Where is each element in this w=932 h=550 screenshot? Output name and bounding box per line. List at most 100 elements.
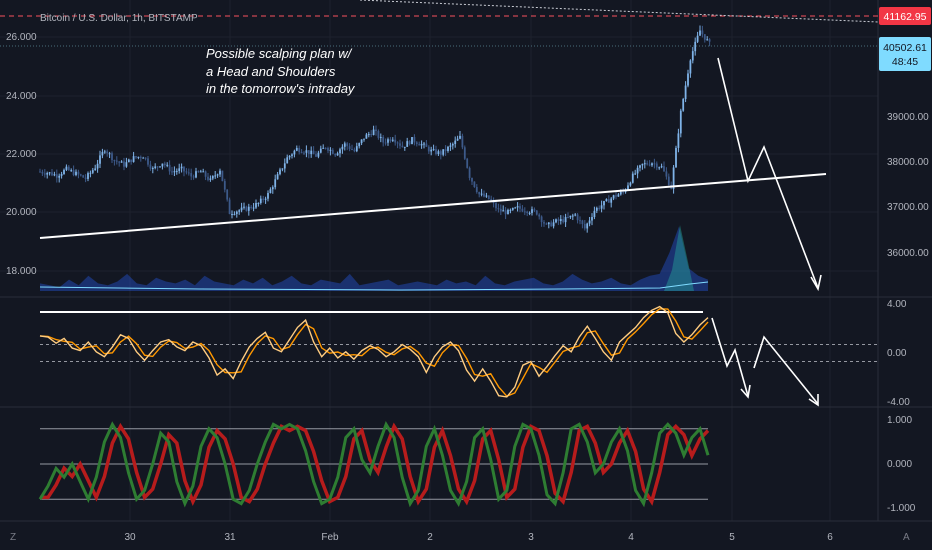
head-shoulders-projection[interactable] [717, 57, 822, 292]
candle-body [307, 150, 310, 155]
last-price-badge: 40502.61 48:45 [879, 37, 931, 71]
volume-area [40, 226, 708, 291]
candles-layer [39, 25, 711, 233]
candle-body [648, 164, 651, 166]
candle-body [293, 150, 296, 155]
candle-body [490, 198, 493, 201]
candle-body [418, 144, 421, 146]
candle-body [211, 176, 214, 179]
candle-body [46, 172, 49, 175]
candle-body [564, 217, 567, 223]
candle-body [507, 209, 509, 215]
candle-body [696, 35, 699, 42]
candle-body [103, 151, 106, 153]
time-tick: Feb [321, 532, 339, 543]
candle-body [111, 153, 113, 161]
support-trendline[interactable] [39, 173, 827, 239]
candle-body [545, 223, 548, 225]
annotation[interactable]: Possible scalping plan w/ a Head and Sho… [206, 46, 356, 96]
candle-body [543, 222, 545, 224]
right-axis-tick: 36000.00 [887, 248, 929, 259]
zoom-button[interactable]: Z [10, 532, 16, 543]
oscillator-projection[interactable] [711, 317, 819, 407]
candle-body [456, 138, 459, 141]
candle-body [504, 210, 507, 215]
candle-body [156, 166, 159, 168]
candle-body [511, 207, 514, 210]
high-price-badge: 41162.95 [879, 7, 931, 25]
candle-body [257, 202, 260, 204]
candle-body [82, 175, 85, 178]
stochastic-axis-ticks: 1.000 0.000 -1.000 [887, 415, 916, 514]
candle-body [533, 209, 536, 211]
left-axis-tick: 18.000 [6, 266, 37, 277]
candle-body [139, 156, 142, 158]
left-axis-ticks: 26.000 24.000 22.000 20.000 18.000 [6, 32, 37, 277]
time-tick: 2 [427, 532, 433, 543]
candle-body [375, 129, 377, 131]
candle-body [691, 51, 694, 61]
candle-body [243, 206, 245, 208]
left-axis-tick: 22.000 [6, 149, 37, 160]
candle-body [339, 149, 341, 154]
candle-body [96, 163, 99, 169]
candle-body [555, 219, 557, 223]
candle-body [264, 198, 267, 200]
auto-scale-button[interactable]: A [903, 532, 910, 543]
candle-body [72, 170, 75, 176]
time-axis-ticks: 30 31 Feb 2 3 4 5 6 [124, 532, 833, 543]
candle-body [675, 147, 677, 168]
candle-body [101, 152, 104, 156]
candle-body [319, 148, 322, 153]
candle-body [651, 163, 653, 166]
candle-body [190, 173, 193, 177]
candle-body [370, 134, 373, 136]
candle-body [435, 149, 437, 155]
candle-body [550, 222, 553, 227]
candle-body [499, 208, 502, 212]
candle-body [65, 166, 68, 170]
candle-body [269, 189, 272, 194]
candle-body [125, 162, 128, 167]
candle-body [55, 174, 58, 178]
candle-body [449, 145, 452, 147]
left-axis-tick: 26.000 [6, 32, 37, 43]
candle-body [154, 166, 157, 169]
candle-body [187, 172, 190, 174]
oscillator-signal-line [39, 308, 709, 398]
candle-body [487, 195, 490, 199]
volume-spike [664, 225, 694, 291]
candle-body [274, 179, 277, 188]
candle-body [406, 141, 409, 147]
oscillator-tick: 0.00 [887, 348, 907, 359]
candle-body [48, 172, 51, 174]
annotation-line-1: Possible scalping plan w/ [206, 46, 353, 61]
candle-body [447, 146, 449, 151]
candle-body [283, 163, 286, 169]
candle-body [365, 134, 368, 139]
candle-body [521, 208, 524, 212]
candle-body [317, 152, 320, 157]
candle-body [389, 139, 392, 141]
candle-body [672, 167, 675, 189]
candle-body [367, 134, 370, 136]
candle-body [147, 158, 149, 165]
candle-body [372, 129, 375, 135]
candle-body [617, 194, 620, 197]
candle-body [89, 172, 92, 174]
candle-body [67, 166, 70, 171]
candle-body [183, 166, 185, 172]
candle-body [411, 137, 413, 145]
candle-body [579, 220, 581, 222]
candle-body [327, 147, 329, 151]
candle-body [245, 206, 248, 211]
candle-body [403, 146, 406, 148]
candle-body [329, 149, 332, 151]
candle-body [607, 199, 610, 203]
candle-body [437, 151, 440, 155]
candle-body [231, 214, 233, 216]
candle-body [514, 207, 517, 209]
stochastic-slow-line [40, 422, 710, 507]
candle-body [660, 166, 663, 168]
